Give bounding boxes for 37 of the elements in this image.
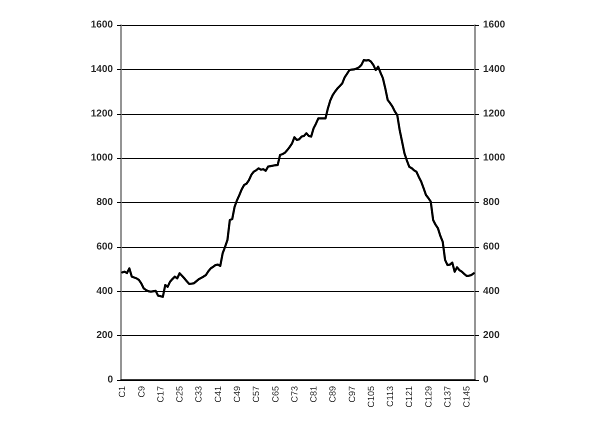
y-tick-label: 1600 — [90, 20, 114, 30]
y2-tick-label: 1000 — [483, 152, 506, 164]
x-tick-label: C25 — [174, 386, 185, 403]
y2-tick-label: 0 — [483, 374, 489, 386]
x-tick-label: C137 — [442, 386, 452, 408]
y2-tick-label: 1200 — [483, 108, 506, 120]
y-tick-label: 400 — [96, 286, 114, 297]
x-tick-label: C41 — [212, 386, 223, 403]
y-tick-label: 0 — [107, 374, 114, 386]
y2-tick-label: 1400 — [483, 64, 506, 75]
x-tick-label: C73 — [289, 386, 300, 403]
y-tick-label: 1400 — [90, 64, 114, 75]
y2-tick-label: 600 — [483, 241, 500, 252]
x-tick-label: C9 — [136, 386, 146, 398]
x-tick-label: C105 — [366, 386, 376, 408]
y2-tick-label: 400 — [483, 286, 500, 297]
x-tick-label: C33 — [194, 386, 204, 403]
x-tick-label: C97 — [346, 386, 357, 403]
y-tick-label: 1000 — [90, 152, 114, 164]
x-tick-label: C113 — [385, 386, 396, 407]
y2-tick-label: 800 — [483, 197, 500, 208]
x-tick-label: C57 — [251, 386, 262, 403]
x-tick-label: C121 — [404, 386, 414, 408]
x-tick-label: C49 — [232, 386, 242, 403]
x-tick-label: C89 — [328, 386, 338, 403]
x-tick-label: C1 — [117, 386, 128, 398]
y-tick-label: 600 — [96, 241, 114, 252]
y-tick-label: 1200 — [90, 108, 114, 120]
x-tick-label: C65 — [270, 386, 280, 403]
y2-tick-label: 1600 — [483, 20, 506, 30]
y-tick-label: 200 — [96, 330, 114, 342]
x-tick-label: C129 — [423, 386, 434, 408]
x-tick-label: C17 — [155, 386, 166, 403]
y2-tick-label: 200 — [483, 330, 500, 342]
y-tick-label: 800 — [96, 197, 114, 208]
x-tick-label: C145 — [462, 386, 472, 408]
x-tick-label: C81 — [308, 386, 319, 403]
